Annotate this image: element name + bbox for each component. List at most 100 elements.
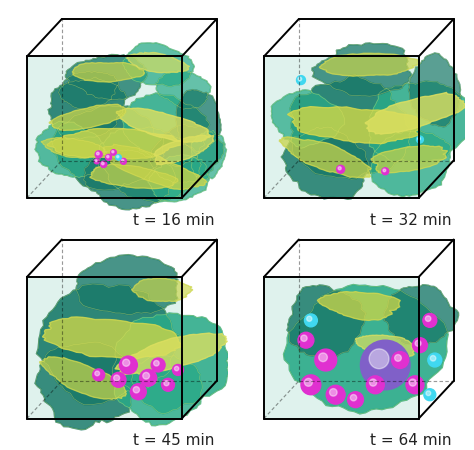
Polygon shape: [83, 149, 176, 210]
Circle shape: [111, 373, 126, 387]
Circle shape: [117, 156, 119, 158]
Circle shape: [121, 159, 124, 162]
Circle shape: [412, 338, 428, 353]
Circle shape: [154, 360, 159, 366]
Polygon shape: [115, 333, 228, 375]
Circle shape: [424, 389, 436, 400]
Polygon shape: [365, 93, 465, 134]
Circle shape: [366, 376, 384, 394]
Circle shape: [162, 378, 174, 391]
Polygon shape: [100, 127, 201, 202]
Polygon shape: [409, 53, 461, 127]
Circle shape: [319, 353, 328, 362]
Circle shape: [417, 136, 423, 143]
Circle shape: [383, 169, 386, 172]
Polygon shape: [150, 124, 224, 183]
Circle shape: [298, 332, 314, 348]
Circle shape: [133, 387, 139, 393]
Polygon shape: [176, 90, 221, 152]
Circle shape: [94, 159, 99, 164]
Circle shape: [298, 77, 301, 81]
Circle shape: [360, 340, 410, 390]
Polygon shape: [27, 277, 182, 418]
Polygon shape: [384, 285, 459, 345]
Polygon shape: [41, 138, 105, 158]
Polygon shape: [148, 154, 210, 202]
Circle shape: [326, 385, 345, 404]
Circle shape: [301, 375, 321, 395]
Circle shape: [111, 150, 116, 155]
Circle shape: [347, 392, 364, 408]
Polygon shape: [123, 43, 194, 86]
Polygon shape: [40, 357, 126, 399]
Polygon shape: [122, 93, 210, 166]
Circle shape: [425, 316, 431, 321]
Circle shape: [369, 349, 389, 369]
Circle shape: [100, 161, 107, 167]
Polygon shape: [371, 145, 447, 173]
Polygon shape: [76, 255, 178, 315]
Polygon shape: [356, 335, 414, 358]
Polygon shape: [279, 137, 371, 178]
Circle shape: [101, 162, 104, 165]
Circle shape: [395, 355, 401, 361]
Polygon shape: [317, 292, 400, 320]
Circle shape: [430, 356, 436, 361]
Polygon shape: [132, 278, 193, 302]
Circle shape: [106, 154, 111, 160]
Circle shape: [409, 379, 416, 386]
Polygon shape: [368, 81, 473, 162]
Text: t = 16 min: t = 16 min: [133, 212, 214, 228]
Polygon shape: [116, 108, 210, 142]
Polygon shape: [49, 104, 126, 130]
Circle shape: [116, 155, 121, 160]
Circle shape: [329, 389, 337, 396]
Polygon shape: [36, 284, 182, 405]
Circle shape: [304, 314, 317, 327]
Polygon shape: [288, 107, 420, 144]
Circle shape: [392, 351, 409, 369]
Polygon shape: [290, 75, 411, 179]
Text: t = 45 min: t = 45 min: [133, 433, 214, 448]
Polygon shape: [127, 53, 190, 72]
Circle shape: [143, 373, 149, 379]
Circle shape: [173, 364, 183, 375]
Circle shape: [406, 376, 424, 394]
Circle shape: [164, 381, 169, 386]
Polygon shape: [154, 135, 214, 165]
Polygon shape: [319, 53, 419, 76]
Text: t = 32 min: t = 32 min: [370, 212, 451, 228]
Polygon shape: [264, 277, 419, 418]
Polygon shape: [51, 106, 164, 190]
Circle shape: [151, 358, 165, 372]
Polygon shape: [65, 54, 147, 100]
Circle shape: [423, 314, 437, 327]
Polygon shape: [191, 130, 227, 180]
Polygon shape: [371, 131, 450, 197]
Polygon shape: [264, 56, 419, 198]
Circle shape: [426, 391, 431, 396]
Polygon shape: [114, 356, 202, 426]
Circle shape: [112, 151, 114, 153]
Circle shape: [119, 356, 137, 374]
Polygon shape: [103, 144, 207, 189]
Circle shape: [337, 165, 345, 173]
Circle shape: [123, 359, 130, 366]
Circle shape: [130, 384, 146, 400]
Circle shape: [370, 379, 377, 386]
Polygon shape: [312, 43, 412, 96]
Circle shape: [107, 155, 109, 158]
Circle shape: [93, 369, 105, 381]
Circle shape: [418, 137, 420, 140]
Polygon shape: [72, 63, 145, 82]
Polygon shape: [47, 129, 183, 159]
Circle shape: [307, 316, 312, 321]
Circle shape: [415, 340, 421, 346]
Circle shape: [140, 369, 156, 386]
Circle shape: [114, 375, 119, 381]
Circle shape: [174, 366, 179, 371]
Polygon shape: [27, 56, 182, 198]
Circle shape: [382, 168, 389, 175]
Text: t = 64 min: t = 64 min: [370, 433, 451, 448]
Polygon shape: [35, 342, 135, 430]
